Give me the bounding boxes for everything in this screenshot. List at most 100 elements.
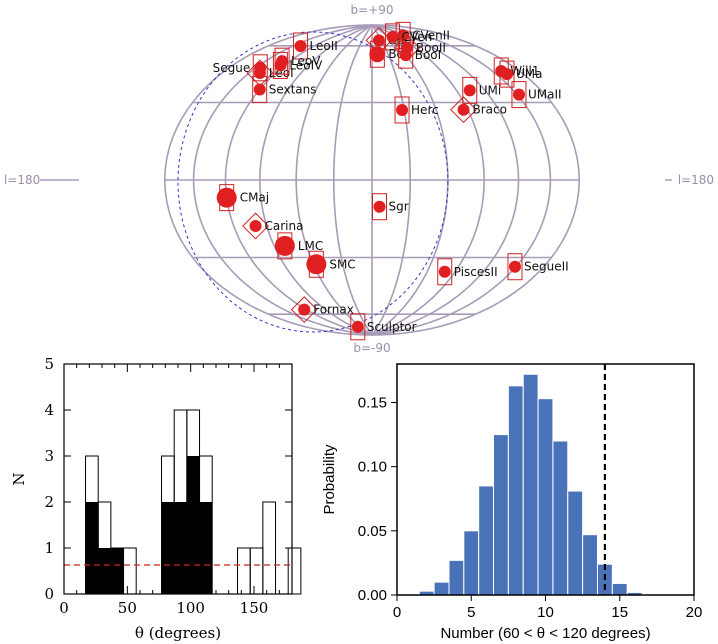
filled-bar: [85, 502, 99, 594]
orbit-box: [450, 96, 477, 124]
satellite-marker: SMC: [306, 250, 356, 278]
orbit-box: [252, 76, 268, 104]
satellite-point: [372, 34, 385, 47]
satellite-point: [438, 265, 451, 278]
y-tick-label: 2: [44, 493, 54, 511]
orbit-box: [511, 81, 527, 109]
y-tick-label: 0.15: [358, 395, 387, 412]
satellite-label: Sgr: [388, 200, 408, 214]
x-axis-title: Number (60 < θ < 120 degrees): [440, 625, 650, 642]
satellite-point: [369, 46, 386, 63]
satellite-point: [274, 235, 295, 256]
satellite-marker: LeoIV: [272, 51, 323, 79]
satellite-label: PiscesII: [454, 265, 498, 279]
satellite-marker: Braco: [450, 96, 507, 124]
orbit-box: [394, 96, 410, 124]
orbit-box: [274, 47, 290, 75]
satellite-marker: LMC: [274, 232, 323, 260]
x-tick-label: 10: [537, 604, 554, 621]
satellite-label: BooII: [416, 41, 446, 55]
probability-bar: [582, 534, 598, 596]
edge-label-left: l=180: [4, 173, 40, 187]
satellite-label: Herc: [411, 103, 439, 117]
edge-label-right: l=180: [678, 173, 714, 187]
satellite-marker: CVen: [385, 23, 433, 51]
y-tick-label: 3: [44, 447, 54, 465]
satellite-marker: CVenII: [395, 21, 450, 49]
y-tick-label: 0.10: [358, 459, 387, 476]
meridian-line: [371, 24, 581, 336]
orbit-box: [371, 193, 387, 221]
satellite-point: [463, 84, 476, 97]
x-tick-label: 150: [240, 599, 269, 617]
satellite-point: [298, 303, 311, 316]
orbit-box: [290, 296, 318, 324]
orbit-box: [499, 60, 515, 88]
orbit-box: [350, 313, 366, 341]
probability-bar: [463, 530, 480, 596]
outline-bar: [287, 547, 302, 595]
satellite-marker: CMaj: [216, 184, 269, 212]
x-tick-label: 100: [176, 599, 205, 617]
outline-bar: [237, 547, 251, 595]
satellite-label: Sextans: [269, 83, 317, 97]
orbit-box: [507, 253, 523, 281]
y-tick-label: 0.05: [358, 523, 387, 540]
satellite-label: CVenII: [412, 28, 450, 42]
orbit-box: [293, 32, 309, 60]
probability-histogram: 0.00 0.05 0.10 0.15 0 5 10 15 20 Number (60 < θ <…: [321, 363, 702, 642]
satellite-point: [306, 254, 327, 275]
y-tick-label: 0.00: [358, 587, 387, 604]
satellite-marker: LeoII: [293, 32, 338, 60]
satellite-label: SegueII: [524, 260, 569, 274]
satellite-label: Carina: [265, 219, 304, 233]
satellite-marker: UMi: [462, 76, 501, 104]
satellite-point: [216, 187, 237, 208]
probability-bar: [448, 559, 465, 596]
y-tick-label: 1: [44, 539, 54, 557]
y-axis-title: Probability: [321, 444, 338, 515]
satellite-label: LeoV: [291, 54, 321, 68]
x-axis-title: θ (degrees): [135, 624, 221, 642]
satellite-marker: Sgr: [371, 193, 409, 221]
satellite-point: [397, 29, 410, 42]
orbit-box: [272, 51, 288, 79]
y-tick-label: 4: [44, 401, 54, 419]
satellite-label: CVen: [402, 30, 433, 44]
satellite-label: LeoIV: [289, 58, 323, 72]
great-circle-path: [177, 31, 449, 333]
satellite-label: CMaj: [240, 191, 269, 205]
y-tick-label: 5: [44, 355, 54, 373]
satellite-point: [501, 68, 514, 81]
meridian-line: [163, 24, 373, 336]
satellite-label: BooI: [415, 48, 441, 62]
probability-bar: [537, 398, 554, 596]
satellite-point: [396, 103, 409, 116]
filled-bar: [161, 502, 175, 594]
filled-bar: [174, 502, 187, 594]
satellite-label: LMC: [298, 239, 323, 253]
x-tick-label: 15: [611, 604, 628, 621]
probability-bar: [552, 440, 569, 596]
filled-bar: [110, 548, 124, 594]
satellite-point: [294, 39, 307, 52]
y-tick-label: 0: [44, 585, 54, 603]
outline-bar: [249, 547, 264, 595]
satellite-label: SMC: [329, 257, 355, 271]
orbit-box: [385, 23, 401, 51]
probability-bar: [522, 373, 539, 596]
satellite-point: [249, 219, 262, 232]
satellite-label: Braco: [473, 103, 507, 117]
satellite-marker: Fornax: [290, 296, 354, 324]
satellite-label: UMa: [516, 67, 543, 81]
probability-bar: [507, 385, 524, 596]
satellite-point: [508, 260, 521, 273]
satellite-point: [253, 66, 266, 79]
satellite-point: [386, 30, 399, 43]
satellite-marker: BooI: [398, 41, 441, 69]
orbit-box: [437, 258, 453, 286]
orbit-box: [398, 41, 414, 69]
probability-bar: [611, 582, 628, 596]
